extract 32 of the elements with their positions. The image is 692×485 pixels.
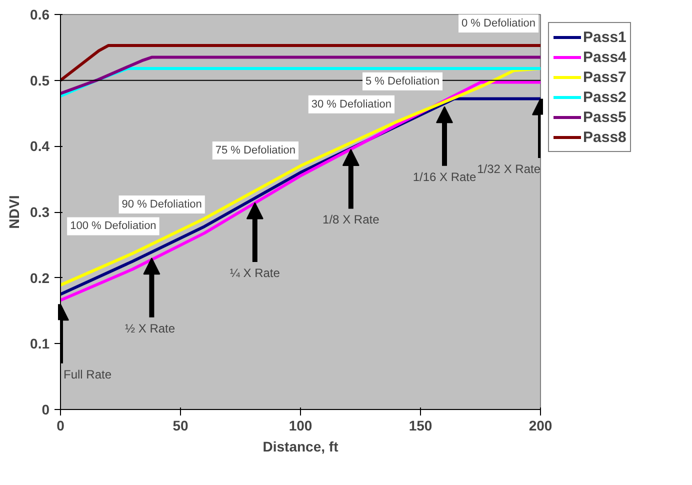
y-axis-title: NDVI [6, 195, 22, 229]
x-axis-title: Distance, ft [262, 438, 339, 454]
x-tick-label: 150 [408, 418, 432, 434]
annotation: 5 % Defoliation [366, 75, 440, 88]
annotation: 1/32 X Rate [477, 162, 541, 176]
x-tick-label: 50 [172, 418, 188, 434]
y-tick-label: 0.1 [30, 336, 50, 352]
y-tick-label: 0.4 [30, 138, 50, 154]
x-tick-label: 0 [56, 418, 65, 434]
legend-label: Pass8 [583, 128, 626, 146]
y-tick-label: 0.6 [30, 6, 50, 22]
y-tick-label: 0.5 [30, 72, 50, 88]
annotation: 1/8 X Rate [322, 212, 380, 227]
legend-label: Pass7 [583, 68, 626, 86]
legend-label: Pass5 [583, 108, 626, 126]
legend-label: Pass2 [583, 88, 626, 106]
annotation: ¼ X Rate [230, 266, 280, 280]
y-tick-label: 0.2 [30, 270, 50, 286]
annotation: 0 % Defoliation [462, 17, 536, 30]
annotation: ½ X Rate [125, 321, 176, 336]
annotation: 75 % Defoliation [215, 144, 296, 156]
annotation: 100 % Defoliation [70, 220, 156, 232]
y-tick-label: 0 [42, 402, 50, 418]
x-tick-label: 200 [528, 418, 552, 434]
annotation: Full Rate [64, 367, 112, 382]
annotation: 1/16 X Rate [412, 170, 477, 184]
legend-label: Pass4 [583, 48, 626, 66]
annotation: 90 % Defoliation [122, 198, 202, 210]
y-tick-label: 0.3 [30, 204, 50, 220]
x-tick-label: 100 [288, 418, 312, 434]
legend-label: Pass1 [583, 28, 626, 46]
annotation: 30 % Defoliation [311, 98, 392, 110]
